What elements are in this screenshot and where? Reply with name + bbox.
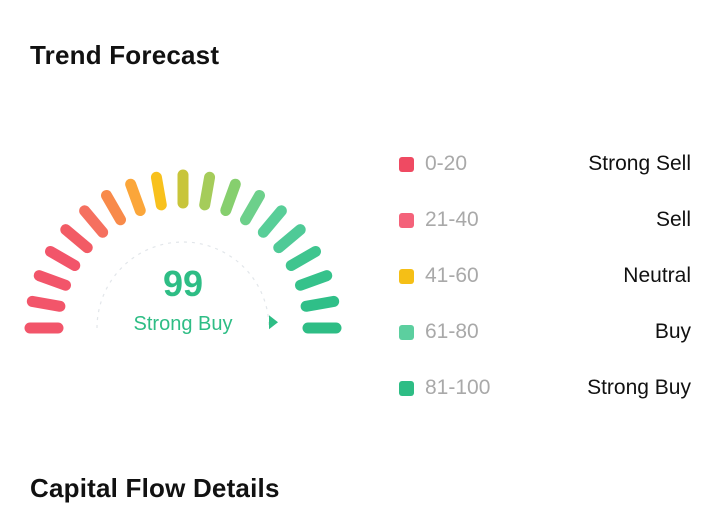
gauge-rating: Strong Buy	[134, 313, 233, 335]
legend-range: 41-60	[425, 264, 479, 287]
trend-gauge: 99 Strong Buy	[24, 169, 342, 335]
gauge-tick	[257, 205, 287, 238]
legend-range: 61-80	[425, 320, 479, 343]
legend-row-strong-buy: 81-100 Strong Buy	[399, 360, 691, 416]
gauge-tick	[220, 178, 241, 217]
legend-row-buy: 61-80 Buy	[399, 304, 691, 360]
rating-legend: 0-20 Strong Sell 21-40 Sell 41-60 Neutra…	[399, 136, 691, 416]
legend-label: Neutral	[623, 264, 691, 287]
gauge-tick	[26, 295, 66, 312]
legend-row-neutral: 41-60 Neutral	[399, 248, 691, 304]
legend-swatch	[399, 324, 414, 340]
legend-label: Sell	[655, 208, 691, 231]
gauge-ticks	[24, 169, 342, 334]
legend-range: 0-20	[425, 152, 468, 175]
legend-range: 21-40	[425, 208, 479, 231]
gauge-tick	[101, 190, 126, 226]
gauge-tick	[79, 205, 109, 238]
gauge-tick	[273, 224, 306, 254]
capital-flow-details-title: Capital Flow Details	[30, 473, 280, 503]
legend-swatch	[399, 268, 414, 284]
legend-swatch	[399, 156, 414, 172]
gauge-tick	[300, 295, 340, 312]
gauge-tick	[199, 171, 216, 211]
gauge-tick	[294, 270, 333, 291]
legend-label: Strong Buy	[587, 376, 691, 399]
gauge-tick	[150, 171, 167, 211]
gauge-tick	[240, 190, 265, 226]
gauge-tick	[125, 178, 146, 217]
legend-swatch	[399, 212, 414, 228]
gauge-tick	[45, 246, 81, 271]
legend-range: 81-100	[425, 376, 491, 399]
legend-row-strong-sell: 0-20 Strong Sell	[399, 136, 691, 192]
gauge-tick	[285, 246, 321, 271]
gauge-score: 99	[163, 263, 203, 304]
legend-row-sell: 21-40 Sell	[399, 192, 691, 248]
trend-forecast-title: Trend Forecast	[30, 40, 220, 70]
gauge-tick	[60, 224, 93, 254]
gauge-pointer-icon	[269, 315, 278, 330]
legend-label: Strong Sell	[588, 152, 691, 175]
legend-swatch	[399, 380, 414, 396]
legend-label: Buy	[654, 320, 691, 343]
gauge-tick	[33, 270, 72, 291]
